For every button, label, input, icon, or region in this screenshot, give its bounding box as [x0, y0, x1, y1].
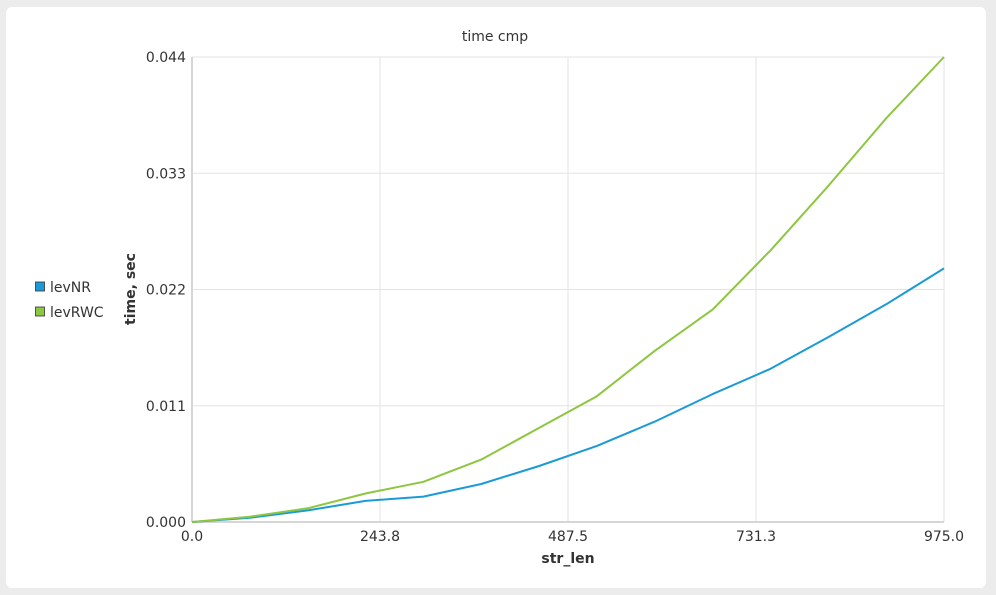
- x-axis-ticks: 0.0 243.8 487.5 731.3 975.0: [181, 529, 964, 545]
- axes: [191, 57, 944, 523]
- legend-label-levRWC: levRWC: [50, 305, 104, 321]
- y-tick-label: 0.033: [146, 166, 186, 182]
- series-line-levRWC: [191, 56, 945, 523]
- chart-card: [6, 7, 986, 588]
- x-tick-label: 731.3: [736, 529, 776, 545]
- y-axis-label: time, sec: [123, 253, 139, 325]
- y-tick-label: 0.044: [146, 50, 186, 66]
- x-tick-label: 975.0: [924, 529, 964, 545]
- legend-swatch-levRWC: [35, 306, 45, 317]
- y-axis-ticks: 0.000 0.011 0.022 0.033 0.044: [146, 50, 186, 531]
- series-line-levNR: [191, 267, 945, 523]
- chart-title: time cmp: [462, 29, 528, 45]
- x-tick-label: 243.8: [360, 529, 400, 545]
- x-tick-label: 0.0: [181, 529, 203, 545]
- y-tick-label: 0.022: [146, 283, 186, 299]
- series-lines: [191, 56, 945, 523]
- legend: levNR levRWC: [35, 280, 104, 321]
- grid-lines: [192, 56, 945, 522]
- x-axis-label: str_len: [541, 551, 594, 567]
- legend-label-levNR: levNR: [50, 280, 91, 296]
- legend-swatch-levNR: [35, 281, 45, 292]
- x-tick-label: 487.5: [548, 529, 588, 545]
- y-tick-label: 0.011: [146, 399, 186, 415]
- y-tick-label: 0.000: [146, 515, 186, 531]
